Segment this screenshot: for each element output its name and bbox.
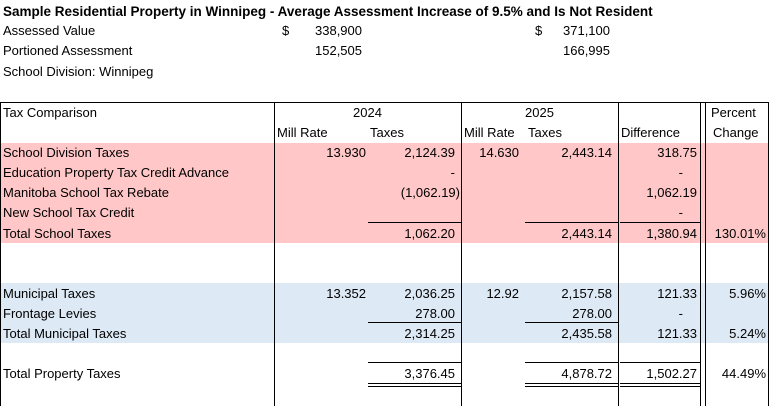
percent-header-line1: Percent xyxy=(711,105,756,120)
difference-header: Difference xyxy=(621,125,681,140)
portioned-assessment-2024: 152,505 xyxy=(315,43,362,58)
taxes-2024: 3,376.45 xyxy=(404,366,455,381)
difference-value: - xyxy=(678,205,683,220)
table-row-label: Education Property Tax Credit Advance xyxy=(3,165,229,180)
taxes-2024: 2,314.25 xyxy=(404,326,455,341)
table-row-label: Frontage Levies xyxy=(3,306,97,321)
portioned-assessment-2025: 166,995 xyxy=(563,43,610,58)
assessed-currency-2025: $ xyxy=(535,23,543,38)
double-underline-diff-a xyxy=(620,383,700,384)
year-2025-header: 2025 xyxy=(525,105,554,120)
taxes-2024: 278.00 xyxy=(415,306,455,321)
double-underline-diff-b xyxy=(620,386,700,387)
difference-value: 1,380.94 xyxy=(646,226,697,241)
tax-comparison-header: Tax Comparison xyxy=(3,105,97,120)
difference-value: 1,502.27 xyxy=(646,366,697,381)
percent-change: 5.96% xyxy=(729,286,766,301)
difference-value: 121.33 xyxy=(657,286,697,301)
municipal-taxes-section xyxy=(0,283,769,343)
taxes-2025: 2,435.58 xyxy=(561,326,612,341)
taxes-2024: 2,124.39 xyxy=(404,145,455,160)
subtotal-line-2024 xyxy=(368,222,461,223)
assessed-value-label: Assessed Value xyxy=(3,23,96,38)
difference-value: - xyxy=(678,165,683,180)
percent-change: 130.01% xyxy=(714,226,766,241)
taxes-2025: 4,878.72 xyxy=(561,366,612,381)
table-row-label: Municipal Taxes xyxy=(3,286,96,301)
percent-change: 44.49% xyxy=(721,366,766,381)
school-division-label: School Division: Winnipeg xyxy=(3,64,154,79)
year-2024-header: 2024 xyxy=(353,105,382,120)
mill-rate-header-2024: Mill Rate xyxy=(277,125,328,140)
total-line-difference xyxy=(620,362,700,363)
subtotal-line-2025 xyxy=(525,322,618,323)
table-row-label: New School Tax Credit xyxy=(3,205,135,220)
taxes-2025: 2,443.14 xyxy=(561,145,612,160)
table-left-border xyxy=(0,102,1,406)
mill-rate-header-2025: Mill Rate xyxy=(464,125,515,140)
taxes-header-2024: Taxes xyxy=(370,125,404,140)
school-taxes-section xyxy=(0,143,769,243)
percent-change: 5.24% xyxy=(729,326,766,341)
assessed-currency-2024: $ xyxy=(282,23,290,38)
double-underline-2024-b xyxy=(368,386,461,387)
col-divider-2025 xyxy=(461,102,462,406)
col-divider-difference xyxy=(618,102,619,406)
mill-rate-2024: 13.930 xyxy=(326,145,366,160)
taxes-2024: - xyxy=(450,165,455,180)
table-top-border xyxy=(0,102,769,103)
taxes-2025: 2,157.58 xyxy=(561,286,612,301)
table-row-label: School Division Taxes xyxy=(3,145,130,160)
difference-value: 1,062.19 xyxy=(646,185,697,200)
portioned-assessment-label: Portioned Assessment xyxy=(3,43,133,58)
taxes-2024: (1,062.19) xyxy=(400,185,460,200)
table-row-label: Total Municipal Taxes xyxy=(3,326,127,341)
taxes-2025: 278.00 xyxy=(572,306,612,321)
taxes-2024: 1,062.20 xyxy=(404,226,455,241)
table-row-label: Total School Taxes xyxy=(3,226,112,241)
subtotal-line-difference xyxy=(620,222,700,223)
double-underline-2025-a xyxy=(525,383,618,384)
table-row-label: Manitoba School Tax Rebate xyxy=(3,185,169,200)
subtotal-line-2024 xyxy=(368,322,461,323)
page-title: Sample Residential Property in Winnipeg … xyxy=(3,4,653,19)
total-line-2024 xyxy=(368,362,461,363)
taxes-2025: 2,443.14 xyxy=(561,226,612,241)
taxes-header-2025: Taxes xyxy=(528,125,562,140)
col-divider-percent xyxy=(705,102,706,406)
table-row-label: Total Property Taxes xyxy=(3,366,121,381)
mill-rate-2025: 12.92 xyxy=(486,286,519,301)
total-line-2025 xyxy=(525,362,618,363)
assessed-value-2025: 371,100 xyxy=(563,23,610,38)
mill-rate-2025: 14.630 xyxy=(479,145,519,160)
taxes-2024: 2,036.25 xyxy=(404,286,455,301)
mill-rate-2024: 13.352 xyxy=(326,286,366,301)
difference-value: 121.33 xyxy=(657,326,697,341)
difference-value: - xyxy=(678,306,683,321)
assessed-value-2024: 338,900 xyxy=(315,23,362,38)
percent-header-line2: Change xyxy=(713,125,759,140)
col-divider-difference-right xyxy=(700,102,701,406)
col-divider-2024 xyxy=(274,102,275,406)
difference-value: 318.75 xyxy=(657,145,697,160)
double-underline-2024-a xyxy=(368,383,461,384)
subtotal-line-2025 xyxy=(525,222,618,223)
double-underline-2025-b xyxy=(525,386,618,387)
